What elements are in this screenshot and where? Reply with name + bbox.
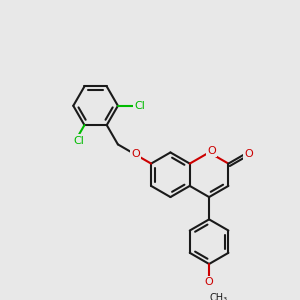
Text: O: O <box>208 146 216 156</box>
Text: Cl: Cl <box>134 101 145 111</box>
Text: Cl: Cl <box>74 136 85 146</box>
Text: O: O <box>244 149 253 160</box>
Text: CH₃: CH₃ <box>209 293 227 300</box>
Text: O: O <box>205 277 214 287</box>
Text: O: O <box>131 149 140 160</box>
